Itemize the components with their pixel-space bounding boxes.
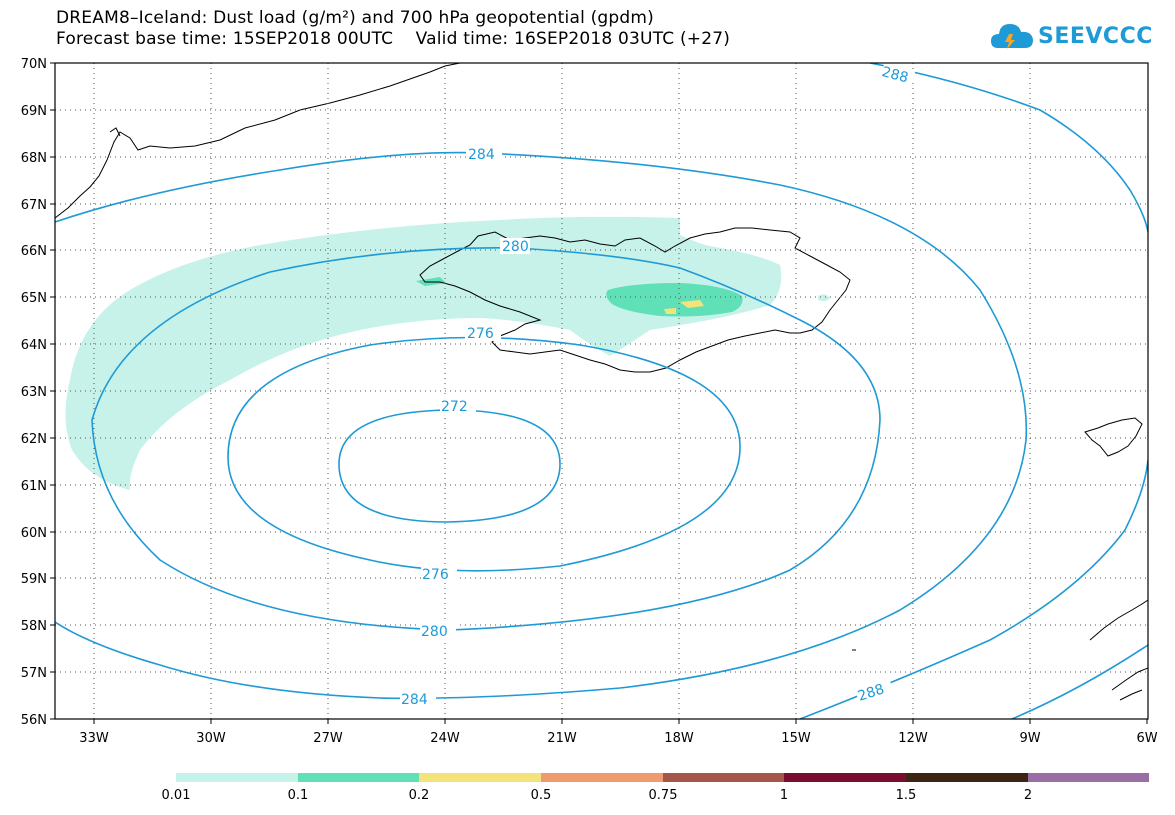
contour-292-edge xyxy=(1011,644,1148,719)
contour-label: 284 xyxy=(468,147,495,163)
legend-swatch xyxy=(663,773,784,782)
legend-label: 0.75 xyxy=(649,788,678,803)
lon-label: 30W xyxy=(196,731,226,746)
lon-label: 15W xyxy=(781,731,811,746)
lat-label: 60N xyxy=(21,526,47,541)
contour-labels: 288 284 280 276 272 276 280 284 288 xyxy=(400,62,916,708)
lat-label: 64N xyxy=(21,338,47,353)
seevccc-logo: SEEVCCC xyxy=(990,16,1153,56)
legend-swatch xyxy=(1028,773,1149,782)
scotland-islands-2 xyxy=(1119,689,1143,701)
legend-label: 2 xyxy=(1024,788,1032,803)
legend-swatch xyxy=(541,773,663,782)
contour-label: 276 xyxy=(467,326,494,342)
cloud-icon xyxy=(991,24,1033,49)
contour-288-south xyxy=(799,459,1148,719)
lat-label: 67N xyxy=(21,198,47,213)
lat-label: 70N xyxy=(21,57,47,72)
contour-label: 276 xyxy=(422,567,449,583)
contour-label: 284 xyxy=(401,692,428,708)
lon-label: 12W xyxy=(898,731,928,746)
lon-label: 18W xyxy=(664,731,694,746)
forecast-times: Forecast base time: 15SEP2018 00UTC Vali… xyxy=(56,29,731,49)
longitude-gridlines xyxy=(93,63,1031,719)
geopotential-contours xyxy=(55,63,1148,719)
legend-labels: 0.01 0.1 0.2 0.5 0.75 1 1.5 2 xyxy=(162,788,1033,803)
legend-label: 0.5 xyxy=(531,788,552,803)
contour-284 xyxy=(55,151,1028,700)
contour-label: 288 xyxy=(856,681,886,704)
lat-label: 58N xyxy=(21,619,47,634)
lat-label: 66N xyxy=(21,244,47,259)
legend-colorbar xyxy=(176,773,1149,782)
contour-280 xyxy=(91,247,881,631)
lon-label: 21W xyxy=(547,731,577,746)
latitude-gridlines xyxy=(55,109,1148,673)
legend-label: 0.01 xyxy=(162,788,191,803)
lat-label: 56N xyxy=(21,713,47,728)
contour-276 xyxy=(227,336,741,572)
lat-label: 62N xyxy=(21,432,47,447)
lat-label: 65N xyxy=(21,291,47,306)
legend-label: 1 xyxy=(780,788,788,803)
lon-label: 33W xyxy=(79,731,109,746)
lat-label: 63N xyxy=(21,385,47,400)
legend-swatch xyxy=(784,773,906,782)
lat-label: 61N xyxy=(21,479,47,494)
legend-label: 0.2 xyxy=(409,788,430,803)
lon-label: 24W xyxy=(430,731,460,746)
greenland-coast-detail xyxy=(109,127,121,137)
contour-label: 280 xyxy=(502,239,529,255)
dust-shading xyxy=(65,216,830,490)
latitude-labels: 70N 69N 68N 67N 66N 65N 64N 63N 62N 61N … xyxy=(21,57,47,728)
contour-label: 280 xyxy=(421,624,448,640)
lon-label: 27W xyxy=(313,731,343,746)
legend-label: 0.1 xyxy=(288,788,309,803)
legend-swatch xyxy=(419,773,541,782)
axis-ticks xyxy=(50,62,1148,724)
map-title: DREAM8–Iceland: Dust load (g/m²) and 700… xyxy=(56,8,654,28)
legend-swatch xyxy=(298,773,419,782)
lon-label: 9W xyxy=(1019,731,1040,746)
lon-label: 6W xyxy=(1136,731,1157,746)
logo-text: SEEVCCC xyxy=(1038,23,1153,49)
lat-label: 57N xyxy=(21,666,47,681)
contour-288-north xyxy=(869,63,1148,233)
legend-swatch xyxy=(176,773,298,782)
legend-swatch xyxy=(906,773,1028,782)
faroe-islands xyxy=(1084,417,1143,457)
lat-label: 59N xyxy=(21,572,47,587)
legend-label: 1.5 xyxy=(896,788,917,803)
lat-label: 69N xyxy=(21,104,47,119)
lat-label: 68N xyxy=(21,151,47,166)
longitude-labels: 33W 30W 27W 24W 21W 18W 15W 12W 9W 6W xyxy=(79,731,1157,746)
contour-label: 272 xyxy=(441,399,468,415)
greenland-coast xyxy=(55,63,461,219)
scotland-coast xyxy=(1089,599,1148,641)
contour-272 xyxy=(338,409,561,523)
scotland-islands xyxy=(1111,667,1148,691)
contour-label: 288 xyxy=(880,64,910,86)
